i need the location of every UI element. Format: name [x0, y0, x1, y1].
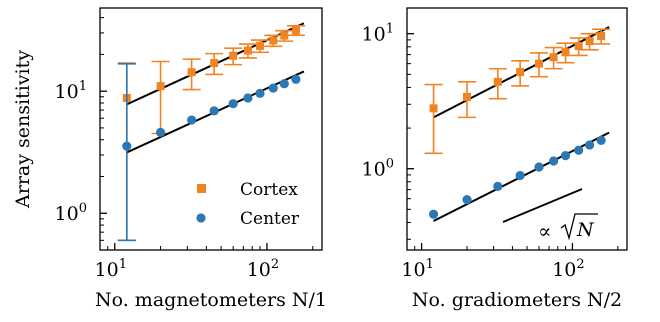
center-point: [209, 106, 219, 116]
cortex-point: [561, 48, 570, 57]
sqrt-radicand: N: [576, 219, 595, 241]
cortex-point: [280, 31, 289, 40]
y-tick-exponent: 0: [386, 157, 394, 172]
y-tick-label: 100: [362, 157, 394, 181]
cortex-point: [585, 37, 594, 46]
center-point: [515, 170, 525, 181]
center-point: [596, 135, 606, 146]
legend: Cortex Center: [196, 180, 300, 229]
cortex-point: [516, 68, 525, 77]
legend-cortex-label: Cortex: [240, 180, 298, 200]
reference-slope-line: [502, 188, 583, 223]
y-tick-label: 100: [55, 201, 87, 225]
x-tick-label: 101: [95, 257, 127, 281]
proportional-symbol: ∝: [538, 219, 552, 243]
plot-frame: [406, 7, 628, 251]
cortex-point: [269, 36, 278, 45]
legend-center-label: Center: [240, 209, 300, 229]
x-tick-exponent: 1: [119, 257, 127, 272]
center-point: [228, 99, 238, 109]
cortex-point: [210, 59, 219, 68]
x-tick-exponent: 2: [271, 257, 279, 272]
center-point: [534, 162, 544, 172]
center-point: [279, 79, 289, 89]
cortex-point: [156, 82, 165, 91]
x-tick-label: 102: [247, 257, 279, 281]
x-axis-label: No. magnetometers N/1: [95, 289, 327, 311]
center-point: [428, 209, 439, 219]
cortex-error-bar: [151, 60, 170, 135]
x-axis-label: No. gradiometers N/2: [412, 289, 622, 311]
center-point: [122, 141, 132, 151]
center-point: [585, 140, 595, 150]
sqrt-sign: [560, 213, 598, 241]
y-tick-exponent: 0: [79, 201, 87, 216]
center-point: [291, 74, 301, 84]
center-point: [548, 156, 559, 166]
y-tick-exponent: 1: [79, 79, 87, 94]
center-point: [574, 145, 584, 155]
plot-frame: [99, 7, 323, 251]
cortex-point: [574, 42, 583, 51]
cortex-point: [187, 68, 196, 77]
center-point: [560, 151, 571, 161]
center-point: [255, 88, 265, 98]
y-axis-label: Array sensitivity: [12, 50, 34, 209]
cortex-point: [229, 51, 238, 60]
center-error-bar: [117, 63, 136, 242]
cortex-point: [534, 59, 543, 68]
cortex-point: [243, 46, 252, 55]
y-tick-label: 101: [362, 22, 394, 46]
cortex-point: [597, 32, 606, 41]
center-point: [462, 195, 472, 205]
cortex-error-bar: [424, 83, 443, 155]
cortex-point: [255, 41, 264, 50]
legend-center-marker: [196, 213, 206, 223]
cortex-point: [429, 104, 438, 113]
legend-cortex-marker: [197, 184, 206, 193]
cortex-point: [493, 77, 502, 86]
sqrt-scaling-annotation: ∝ N: [502, 188, 598, 243]
center-point: [243, 93, 253, 103]
x-tick-label: 101: [401, 257, 433, 281]
x-tick-label: 102: [552, 257, 584, 281]
cortex-point: [549, 53, 558, 62]
x-tick-exponent: 2: [576, 257, 584, 272]
x-tick-exponent: 1: [426, 257, 434, 272]
y-tick-label: 101: [55, 79, 87, 103]
cortex-point: [463, 92, 472, 101]
center-point: [155, 127, 166, 137]
center-point: [268, 83, 278, 93]
y-tick-exponent: 1: [386, 22, 394, 37]
cortex-point: [291, 26, 300, 35]
center-point: [493, 181, 503, 191]
center-point: [187, 115, 197, 125]
